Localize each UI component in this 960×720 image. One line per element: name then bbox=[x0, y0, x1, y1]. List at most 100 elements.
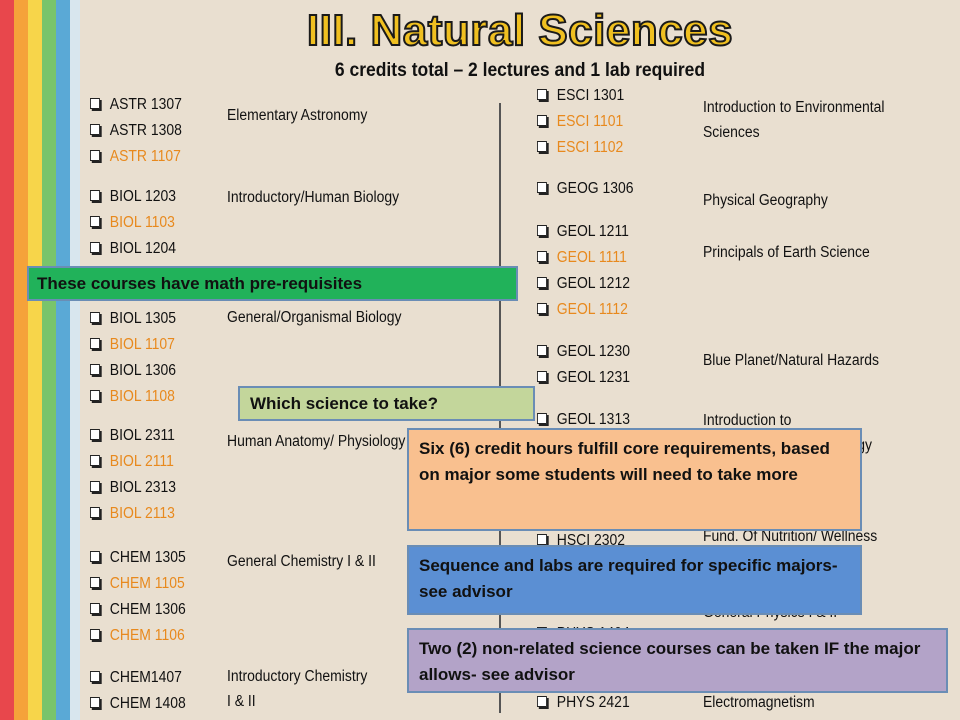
course-code: ASTR 1307 bbox=[109, 96, 182, 113]
description-line: Introductory/Human Biology bbox=[227, 189, 400, 206]
course-code: BIOL 1103 bbox=[109, 214, 175, 231]
checkbox bbox=[90, 429, 100, 440]
course-code: ESCI 1301 bbox=[556, 87, 625, 104]
course-code: GEOL 1112 bbox=[556, 301, 628, 318]
course: BIOL 1108 bbox=[90, 388, 175, 406]
course: ASTR 1308 bbox=[90, 122, 182, 140]
description-line: Introductory Chemistry bbox=[227, 668, 368, 685]
course: ASTR 1307 bbox=[90, 96, 182, 114]
course-description: General/Organismal Biology bbox=[227, 305, 401, 330]
course-code: BIOL 1203 bbox=[109, 188, 176, 205]
course: GEOL 1230 bbox=[537, 343, 630, 361]
course: ESCI 1301 bbox=[537, 87, 624, 105]
description-line: General/Organismal Biology bbox=[227, 309, 402, 326]
course-code: ESCI 1102 bbox=[556, 139, 624, 156]
description-line: General Chemistry I & II bbox=[227, 553, 376, 570]
checkbox bbox=[537, 182, 547, 193]
course-code: BIOL 1306 bbox=[109, 362, 176, 379]
course: BIOL 1103 bbox=[90, 214, 175, 232]
course-description: Elementary Astronomy bbox=[227, 103, 367, 128]
callout: Two (2) non-related science courses can … bbox=[407, 628, 948, 693]
course-code: BIOL 1305 bbox=[109, 310, 176, 327]
callout: These courses have math pre-requisites bbox=[27, 266, 518, 301]
course: ESCI 1102 bbox=[537, 139, 623, 157]
course: GEOL 1212 bbox=[537, 275, 630, 293]
description-line: I & II bbox=[227, 693, 256, 710]
description-line: Physical Geography bbox=[703, 192, 828, 209]
checkbox bbox=[537, 371, 547, 382]
stripe bbox=[70, 0, 80, 720]
checkbox bbox=[537, 115, 547, 126]
course-description: Introduction to Environmental Sciences bbox=[703, 95, 884, 145]
course-code: BIOL 1204 bbox=[109, 240, 176, 257]
checkbox bbox=[537, 251, 547, 262]
course: CHEM1407 bbox=[90, 669, 182, 687]
course-description: Introductory/Human Biology bbox=[227, 185, 399, 210]
course-code: ASTR 1107 bbox=[109, 148, 181, 165]
course: ESCI 1101 bbox=[537, 113, 623, 131]
course: BIOL 2311 bbox=[90, 427, 175, 445]
course: CHEM 1105 bbox=[90, 575, 185, 593]
course-code: GEOL 1231 bbox=[556, 369, 630, 386]
course-description: Introductory Chemistry I & II bbox=[227, 664, 367, 714]
checkbox bbox=[90, 455, 100, 466]
course: CHEM 1305 bbox=[90, 549, 186, 567]
checkbox bbox=[90, 216, 100, 227]
course: BIOL 2113 bbox=[90, 505, 175, 523]
description-line: Introduction to bbox=[703, 412, 792, 429]
course-code: CHEM 1106 bbox=[109, 627, 185, 644]
course: GEOL 1112 bbox=[537, 301, 628, 319]
course-description: Principals of Earth Science bbox=[703, 240, 870, 265]
checkbox bbox=[90, 364, 100, 375]
course: BIOL 2313 bbox=[90, 479, 176, 497]
course-description: Human Anatomy/ Physiology I & II bbox=[227, 429, 438, 454]
stripe bbox=[28, 0, 42, 720]
course: GEOL 1211 bbox=[537, 223, 629, 241]
course-code: CHEM 1306 bbox=[109, 601, 186, 618]
checkbox bbox=[90, 507, 100, 518]
course-code: GEOL 1212 bbox=[556, 275, 630, 292]
checkbox bbox=[90, 338, 100, 349]
course: BIOL 1305 bbox=[90, 310, 176, 328]
course-code: ASTR 1308 bbox=[109, 122, 182, 139]
course-code: GEOL 1111 bbox=[556, 249, 627, 266]
course: CHEM 1106 bbox=[90, 627, 185, 645]
course-code: BIOL 2313 bbox=[109, 479, 176, 496]
course: GEOG 1306 bbox=[537, 180, 634, 198]
checkbox bbox=[90, 150, 100, 161]
course-code: PHYS 2421 bbox=[556, 694, 630, 711]
course-code: BIOL 1107 bbox=[109, 336, 175, 353]
course-code: GEOL 1211 bbox=[556, 223, 629, 240]
checkbox bbox=[537, 277, 547, 288]
stripe bbox=[56, 0, 70, 720]
course-description: Physical Geography bbox=[703, 188, 828, 213]
checkbox bbox=[90, 671, 100, 682]
course-code: CHEM1407 bbox=[109, 669, 182, 686]
checkbox bbox=[537, 534, 547, 545]
course-code: GEOL 1313 bbox=[556, 411, 630, 428]
stripe bbox=[14, 0, 28, 720]
checkbox bbox=[537, 225, 547, 236]
checkbox bbox=[90, 697, 100, 708]
callout: Which science to take? bbox=[238, 386, 535, 421]
description-line: Sciences bbox=[703, 124, 760, 141]
checkbox bbox=[90, 98, 100, 109]
checkbox bbox=[90, 629, 100, 640]
course: GEOL 1313 bbox=[537, 411, 630, 429]
description-line: Introduction to Environmental bbox=[703, 99, 885, 116]
callout: Six (6) credit hours fulfill core requir… bbox=[407, 428, 862, 531]
checkbox bbox=[90, 603, 100, 614]
checkbox bbox=[90, 124, 100, 135]
course-code: CHEM 1105 bbox=[109, 575, 185, 592]
course: GEOL 1111 bbox=[537, 249, 627, 267]
course: BIOL 1306 bbox=[90, 362, 176, 380]
course-code: GEOL 1230 bbox=[556, 343, 630, 360]
course: ASTR 1107 bbox=[90, 148, 181, 166]
course: BIOL 1204 bbox=[90, 240, 176, 258]
stripe bbox=[0, 0, 14, 720]
course: PHYS 2421 bbox=[537, 694, 630, 712]
course-code: BIOL 2111 bbox=[109, 453, 174, 470]
course-description: General Chemistry I & II bbox=[227, 549, 376, 574]
course-code: ESCI 1101 bbox=[556, 113, 624, 130]
course: CHEM 1306 bbox=[90, 601, 186, 619]
